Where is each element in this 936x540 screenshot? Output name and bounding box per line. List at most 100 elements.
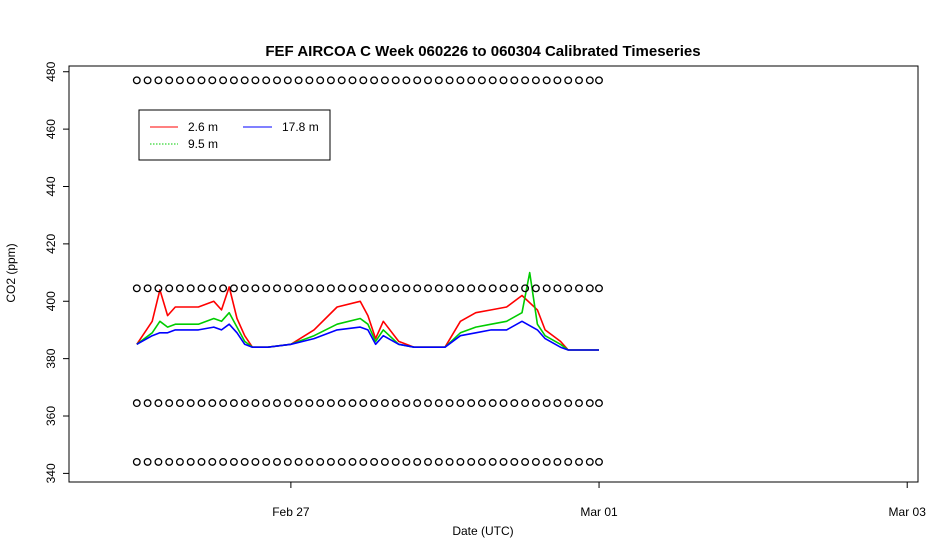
data-point [542, 76, 551, 85]
y-tick-label: 340 [44, 463, 58, 483]
data-point [413, 284, 422, 293]
data-point [370, 284, 379, 293]
data-point [186, 284, 195, 293]
data-point [175, 284, 184, 293]
data-point [229, 399, 238, 408]
x-tick-label: Mar 01 [580, 505, 618, 519]
data-point [456, 457, 465, 466]
data-point [316, 399, 325, 408]
data-point [467, 399, 476, 408]
data-point [143, 399, 152, 408]
data-point [294, 284, 303, 293]
data-point [186, 457, 195, 466]
data-point [208, 457, 217, 466]
data-point [553, 457, 562, 466]
data-point [294, 76, 303, 85]
y-axis-label: CO2 (ppm) [4, 243, 18, 302]
data-point [229, 457, 238, 466]
data-point [575, 457, 583, 466]
data-point [208, 284, 217, 293]
data-point [175, 457, 184, 466]
data-point [564, 76, 573, 85]
legend: 2.6 m 9.5 m 17.8 m [138, 109, 331, 161]
data-point [456, 76, 465, 85]
data-point [197, 457, 206, 466]
data-point [283, 76, 292, 85]
data-point [477, 76, 486, 85]
data-point [294, 399, 303, 408]
data-point [197, 399, 206, 408]
legend-label-17-8m: 17.8 m [282, 120, 319, 134]
legend-box [138, 109, 331, 161]
data-point [391, 76, 400, 85]
data-point [488, 284, 497, 293]
data-point [413, 399, 422, 408]
data-point [154, 284, 163, 293]
data-point [477, 399, 486, 408]
x-tick-label: Mar 03 [889, 505, 927, 519]
y-tick-label: 360 [44, 406, 58, 426]
data-point [154, 399, 163, 408]
chart-title: FEF AIRCOA C Week 060226 to 060304 Calib… [265, 43, 700, 60]
data-point [445, 457, 454, 466]
data-point [240, 284, 249, 293]
data-point [380, 457, 389, 466]
data-point [337, 457, 346, 466]
data-point [240, 76, 249, 85]
data-point [434, 76, 443, 85]
data-point [445, 284, 454, 293]
y-tick-label: 460 [44, 119, 58, 139]
data-point [251, 399, 260, 408]
data-point [219, 457, 228, 466]
data-point [553, 76, 562, 85]
data-point [456, 399, 465, 408]
data-point [445, 399, 454, 408]
data-point [359, 76, 368, 85]
data-point [337, 76, 346, 85]
data-point [391, 399, 400, 408]
data-point [521, 399, 530, 408]
data-point [585, 284, 594, 293]
data-point [499, 76, 508, 85]
data-point [337, 399, 346, 408]
y-tick-label: 440 [44, 176, 58, 196]
data-point [283, 284, 292, 293]
data-point [402, 399, 411, 408]
data-point [305, 76, 314, 85]
data-point [229, 76, 238, 85]
data-point [294, 457, 303, 466]
plot-area [68, 65, 919, 483]
series-layer [136, 271, 599, 351]
data-point [262, 457, 271, 466]
data-point [585, 399, 594, 408]
data-point [186, 76, 195, 85]
data-point [595, 399, 603, 408]
data-point [132, 457, 141, 466]
data-point [175, 76, 184, 85]
data-point [348, 457, 357, 466]
data-point [434, 284, 443, 293]
data-point [467, 284, 476, 293]
y-tick-label: 480 [44, 61, 58, 81]
data-point [283, 457, 292, 466]
data-point [370, 457, 379, 466]
data-point [499, 457, 508, 466]
legend-label-2-6m: 2.6 m [188, 120, 218, 134]
data-point [391, 457, 400, 466]
data-point [467, 457, 476, 466]
data-point [531, 457, 540, 466]
data-point [219, 284, 228, 293]
data-point [380, 399, 389, 408]
data-point [595, 76, 603, 85]
data-point [143, 457, 152, 466]
data-point [499, 284, 508, 293]
data-point [326, 284, 335, 293]
data-point [402, 457, 411, 466]
data-point [564, 284, 573, 293]
data-point [553, 399, 562, 408]
data-point [510, 457, 519, 466]
data-point [488, 399, 497, 408]
data-point [273, 457, 281, 466]
legend-label-9-5m: 9.5 m [188, 137, 218, 151]
